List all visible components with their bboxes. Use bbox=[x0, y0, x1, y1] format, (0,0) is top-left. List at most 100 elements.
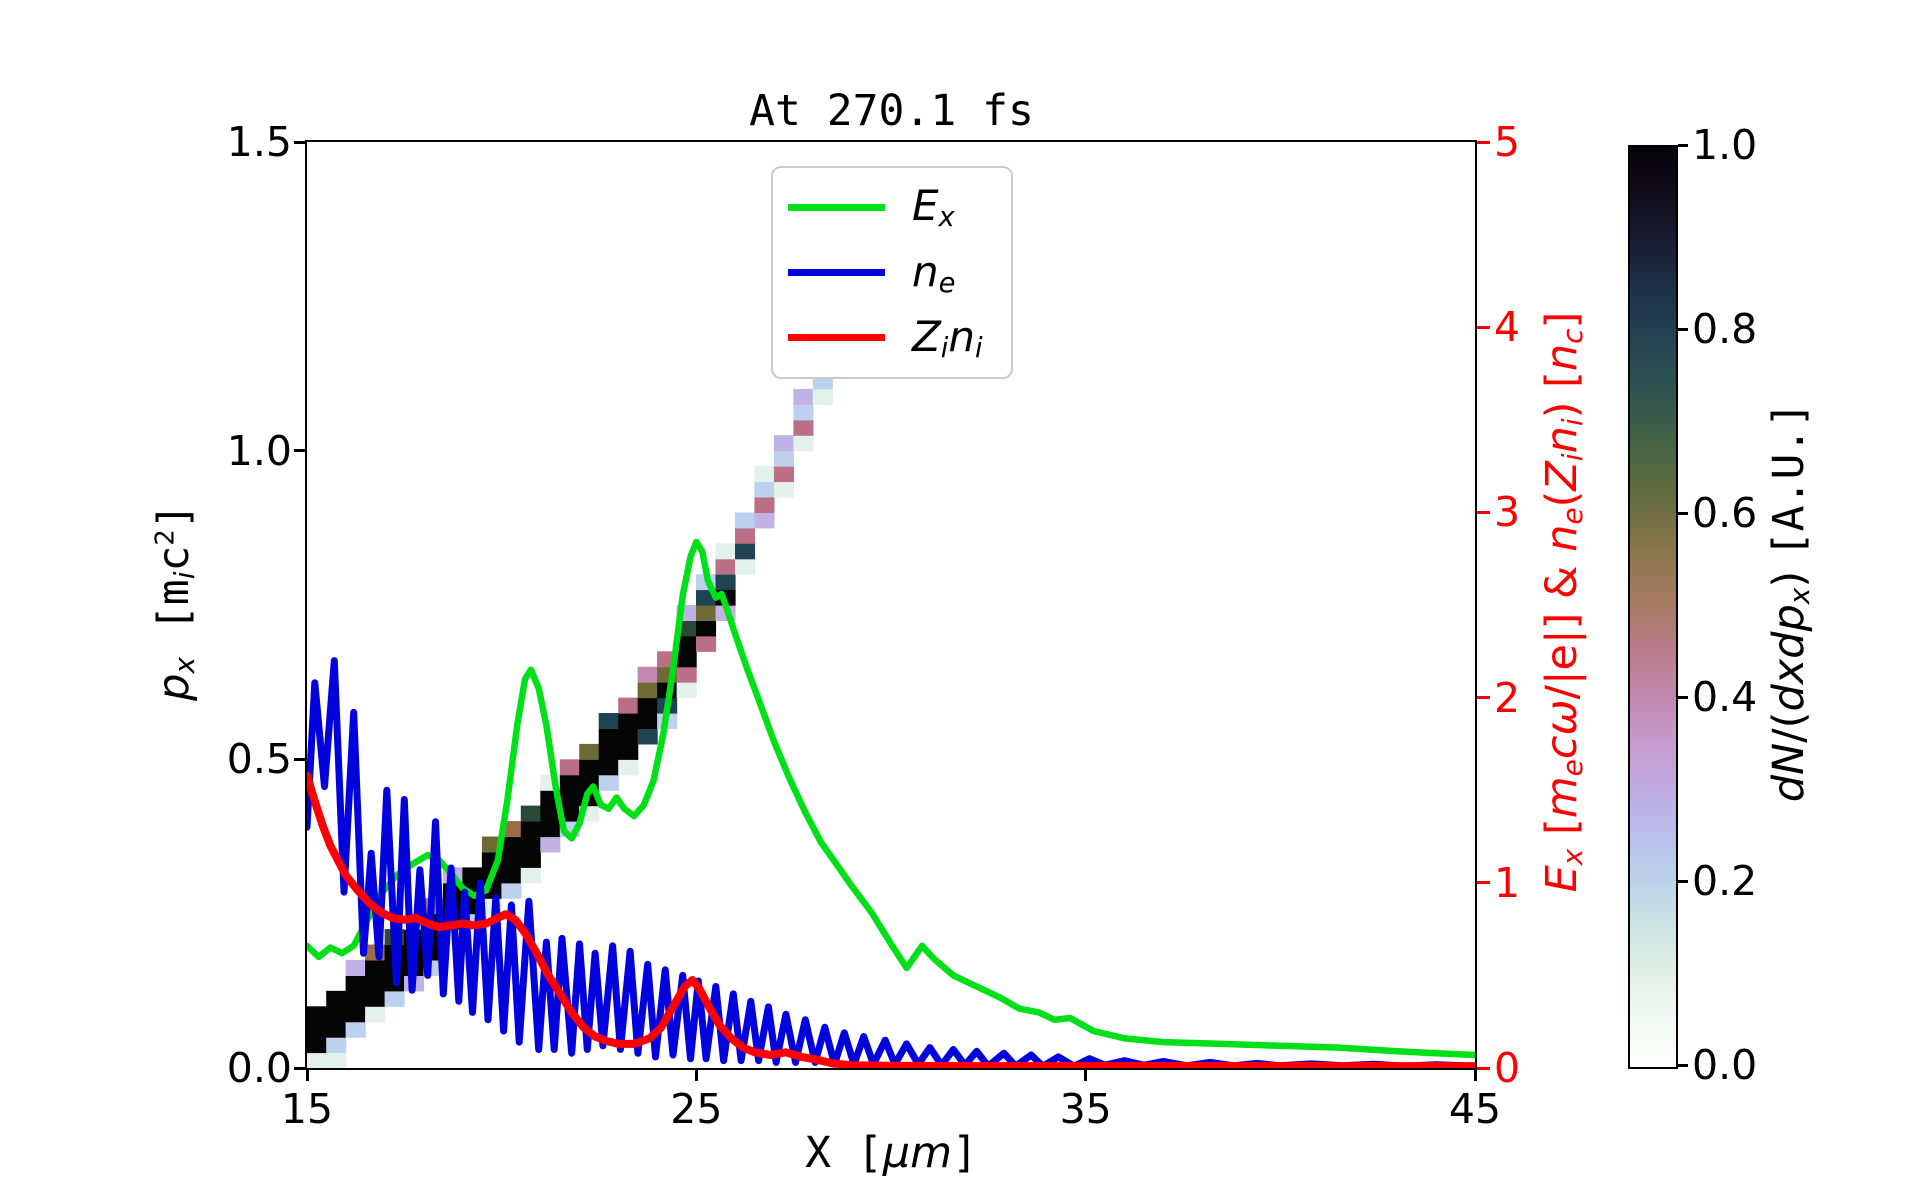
label-segment: p bbox=[148, 673, 199, 701]
label-segment: dxdp bbox=[1763, 604, 1814, 712]
hist-cell bbox=[520, 867, 541, 884]
legend-item-ne: ne bbox=[773, 247, 1011, 299]
label-segment: x bbox=[1556, 848, 1590, 866]
hist-cell bbox=[307, 1052, 327, 1068]
colorbar-label: dN/(dxdpx) [A.U.] bbox=[1764, 252, 1816, 952]
label-segment: e bbox=[938, 267, 956, 299]
y-right-tick-mark bbox=[1477, 325, 1490, 329]
colorbar-tick-mark bbox=[1678, 879, 1688, 883]
y-right-tick-mark bbox=[1477, 881, 1490, 885]
legend-item-zini: Zini bbox=[773, 312, 1011, 364]
hist-cell bbox=[715, 543, 736, 560]
legend: Ex ne Zini bbox=[771, 166, 1013, 379]
legend-line-ex bbox=[788, 203, 885, 211]
hist-cell bbox=[326, 1006, 347, 1023]
hist-cell bbox=[540, 821, 561, 838]
label-segment: x bbox=[938, 202, 955, 234]
label-segment: i bbox=[168, 571, 202, 580]
plot-title: At 270.1 fs bbox=[749, 86, 1034, 136]
hist-cell bbox=[365, 990, 386, 1007]
hist-cell bbox=[618, 743, 639, 760]
y-left-tick-mark bbox=[294, 140, 307, 144]
x-tick-label: 45 bbox=[1448, 1085, 1502, 1133]
y-right-tick-label: 0 bbox=[1494, 1044, 1521, 1092]
y-right-tick-mark bbox=[1477, 1066, 1490, 1070]
hist-cell bbox=[345, 990, 366, 1007]
legend-line-zini bbox=[788, 334, 885, 342]
hist-cell bbox=[598, 743, 619, 760]
hist-cell bbox=[773, 466, 794, 483]
x-tick-label: 15 bbox=[280, 1085, 334, 1133]
hist-cell bbox=[307, 1006, 327, 1023]
label-segment: ] bbox=[1536, 311, 1587, 329]
hist-cell bbox=[559, 774, 580, 791]
hist-cell bbox=[501, 867, 522, 884]
label-segment: [ bbox=[1536, 818, 1587, 849]
hist-cell bbox=[754, 497, 775, 513]
hist-cell bbox=[676, 666, 697, 683]
colorbar-tick-mark bbox=[1678, 511, 1688, 515]
y-right-tick-label: 1 bbox=[1494, 858, 1521, 907]
label-segment: cω bbox=[1536, 699, 1587, 760]
hist-cell bbox=[307, 1037, 327, 1054]
y-left-tick-mark bbox=[294, 449, 307, 453]
x-tick-mark bbox=[1084, 1068, 1088, 1081]
hist-cell bbox=[637, 666, 658, 683]
colorbar-tick-label: 0.4 bbox=[1692, 673, 1758, 721]
label-segment: ] bbox=[952, 1128, 978, 1178]
colorbar-tick-mark bbox=[1678, 143, 1688, 147]
hist-cell bbox=[520, 805, 541, 822]
label-segment: n bbox=[912, 246, 939, 296]
hist-cell bbox=[637, 697, 658, 714]
hist-cell bbox=[345, 1006, 366, 1023]
hist-cell bbox=[579, 743, 600, 760]
hist-cell bbox=[520, 821, 541, 838]
x-tick-label: 35 bbox=[1059, 1085, 1112, 1133]
colorbar-tick-label: 1.0 bbox=[1692, 121, 1758, 169]
hist-cell bbox=[773, 481, 794, 498]
label-segment: i bbox=[1556, 453, 1590, 462]
y-left-tick-label: 0.0 bbox=[226, 1044, 292, 1092]
label-segment: c bbox=[148, 545, 199, 572]
hist-cell bbox=[326, 1052, 347, 1068]
hist-cell bbox=[715, 558, 736, 575]
label-segment: μm bbox=[882, 1128, 953, 1178]
y-right-tick-mark bbox=[1477, 140, 1490, 144]
hist-cell bbox=[501, 882, 522, 899]
legend-label-ne: ne bbox=[912, 247, 955, 299]
hist-cell bbox=[793, 404, 814, 421]
y-right-tick-mark bbox=[1477, 510, 1490, 514]
hist-cell bbox=[326, 1037, 347, 1054]
hist-cell bbox=[365, 960, 386, 976]
hist-cell bbox=[540, 836, 561, 853]
x-axis-label: X [μm] bbox=[305, 1128, 1478, 1178]
hist-cell bbox=[754, 512, 775, 529]
y-right-tick-label: 5 bbox=[1494, 118, 1521, 166]
hist-cell bbox=[598, 713, 619, 729]
hist-cell bbox=[696, 635, 717, 652]
hist-cell bbox=[384, 990, 405, 1007]
hist-cell bbox=[793, 435, 814, 452]
label-segment: [A.U.] bbox=[1763, 401, 1814, 558]
y-left-tick-label: 0.5 bbox=[226, 735, 292, 784]
label-segment: n bbox=[1536, 524, 1587, 552]
x-tick-mark bbox=[1473, 1068, 1477, 1081]
hist-cell bbox=[345, 960, 366, 976]
label-segment: E bbox=[912, 181, 939, 231]
label-segment: ) [ bbox=[1536, 371, 1587, 419]
legend-line-ne bbox=[788, 269, 885, 276]
colorbar-tick-mark bbox=[1678, 1063, 1688, 1067]
hist-cell bbox=[345, 1021, 366, 1038]
hist-cell bbox=[637, 682, 658, 699]
hist-cell bbox=[520, 836, 541, 853]
label-segment: dN bbox=[1763, 742, 1814, 803]
colorbar-tick-mark bbox=[1678, 327, 1688, 331]
label-segment: e bbox=[1556, 507, 1590, 525]
label-segment: x bbox=[168, 656, 202, 674]
hist-cell bbox=[618, 713, 639, 729]
colorbar-tick-label: 0.0 bbox=[1692, 1041, 1758, 1089]
y-left-tick-mark bbox=[294, 1066, 307, 1070]
line-series-layer bbox=[307, 538, 1475, 1068]
hist-cell bbox=[598, 774, 619, 791]
